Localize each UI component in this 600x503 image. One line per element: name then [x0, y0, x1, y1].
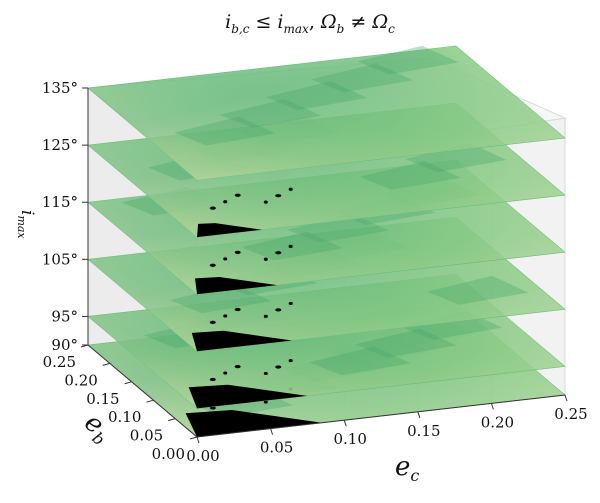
unstable-island: [263, 400, 268, 404]
y-tick-label: 0.00: [152, 445, 185, 463]
x-tick-label: 0.20: [481, 413, 514, 431]
y-tick-label-mark: [189, 436, 198, 440]
surface-patch: [287, 213, 389, 243]
y-tick-label-mark: [124, 381, 132, 385]
unstable-island: [234, 250, 241, 254]
unstable-island: [223, 257, 228, 261]
z-axis-label: imax: [15, 210, 37, 239]
y-tick-label-mark: [102, 362, 110, 366]
y-tick-label: 0.20: [64, 371, 97, 389]
unstable-island: [209, 377, 216, 382]
x-axis-label: ec: [395, 452, 419, 485]
unstable-island: [223, 314, 228, 318]
x-tick-label: 0.00: [186, 447, 219, 465]
z-tick-label: 125°: [42, 136, 78, 154]
x-tick-label: 0.10: [333, 430, 366, 448]
unstable-island: [275, 251, 282, 255]
unstable-island: [234, 307, 241, 312]
x-tick-mark: [417, 411, 421, 418]
unstable-island: [288, 301, 293, 306]
unstable-region: [195, 277, 278, 295]
unstable-island: [263, 314, 268, 318]
chart-title: ib,c ≤ imax, Ωb ≠ Ωc: [225, 11, 395, 36]
unstable-region: [188, 384, 308, 409]
surface-shading: [88, 46, 565, 180]
y-tick-label-mark: [146, 399, 154, 403]
unstable-island: [223, 200, 228, 204]
unstable-island: [263, 200, 268, 204]
z-tick-label: 105°: [42, 250, 78, 268]
unstable-island: [234, 193, 241, 197]
surface-patch: [357, 45, 459, 75]
surface-patch: [169, 284, 272, 314]
unstable-island: [263, 257, 268, 261]
y-tick-label: 0.15: [86, 390, 119, 408]
y-tick-label: 0.10: [108, 408, 141, 426]
x-tick-mark: [343, 420, 347, 427]
surface-layers: [87, 45, 566, 438]
unstable-island: [234, 365, 241, 369]
axis-line: [87, 344, 198, 438]
unstable-island: [275, 365, 282, 369]
surface-patch: [355, 328, 457, 358]
unstable-island: [288, 187, 293, 191]
surface-layer: [87, 45, 566, 181]
y-tick-label: 0.25: [43, 353, 76, 371]
x-tick-mark: [196, 436, 200, 444]
x-tick-mark: [564, 394, 568, 402]
unstable-island: [275, 194, 282, 198]
y-tick-label-mark: [168, 418, 176, 422]
unstable-region: [197, 223, 263, 238]
x-tick-mark: [490, 403, 494, 410]
surface-patch: [405, 143, 507, 173]
x-tick-label: 0.15: [407, 422, 440, 440]
x-tick-label: 0.05: [260, 439, 293, 457]
unstable-region: [191, 330, 293, 352]
unstable-island: [209, 320, 216, 324]
unstable-island: [263, 371, 268, 376]
unstable-island: [288, 358, 293, 363]
y-tick-label: 0.05: [130, 427, 163, 445]
surface-patch: [174, 116, 276, 146]
surface-patch: [265, 81, 368, 110]
x-tick-mark: [270, 428, 274, 435]
unstable-region: [185, 410, 323, 437]
z-tick-label: 90°: [51, 336, 78, 354]
unstable-island: [209, 406, 216, 410]
unstable-island: [275, 308, 282, 312]
unstable-island: [209, 206, 216, 210]
unstable-island: [209, 263, 216, 267]
z-tick-label: 135°: [42, 79, 78, 97]
surface-patch: [219, 99, 322, 128]
surface-patch: [359, 161, 461, 190]
unstable-island: [223, 371, 228, 375]
z-tick-label: 115°: [42, 193, 78, 211]
surface-patch: [427, 275, 529, 305]
axis-line: [196, 394, 566, 438]
z-tick-label: 95°: [51, 307, 78, 325]
surface-patch: [311, 63, 413, 93]
axis-ticks: 0.00 0.05 0.10 0.15 0.20 0.250.000.050.100.15…: [42, 79, 588, 465]
x-tick-label: 0.25: [554, 405, 587, 423]
unstable-island: [288, 244, 293, 248]
surface-patch: [309, 346, 411, 376]
